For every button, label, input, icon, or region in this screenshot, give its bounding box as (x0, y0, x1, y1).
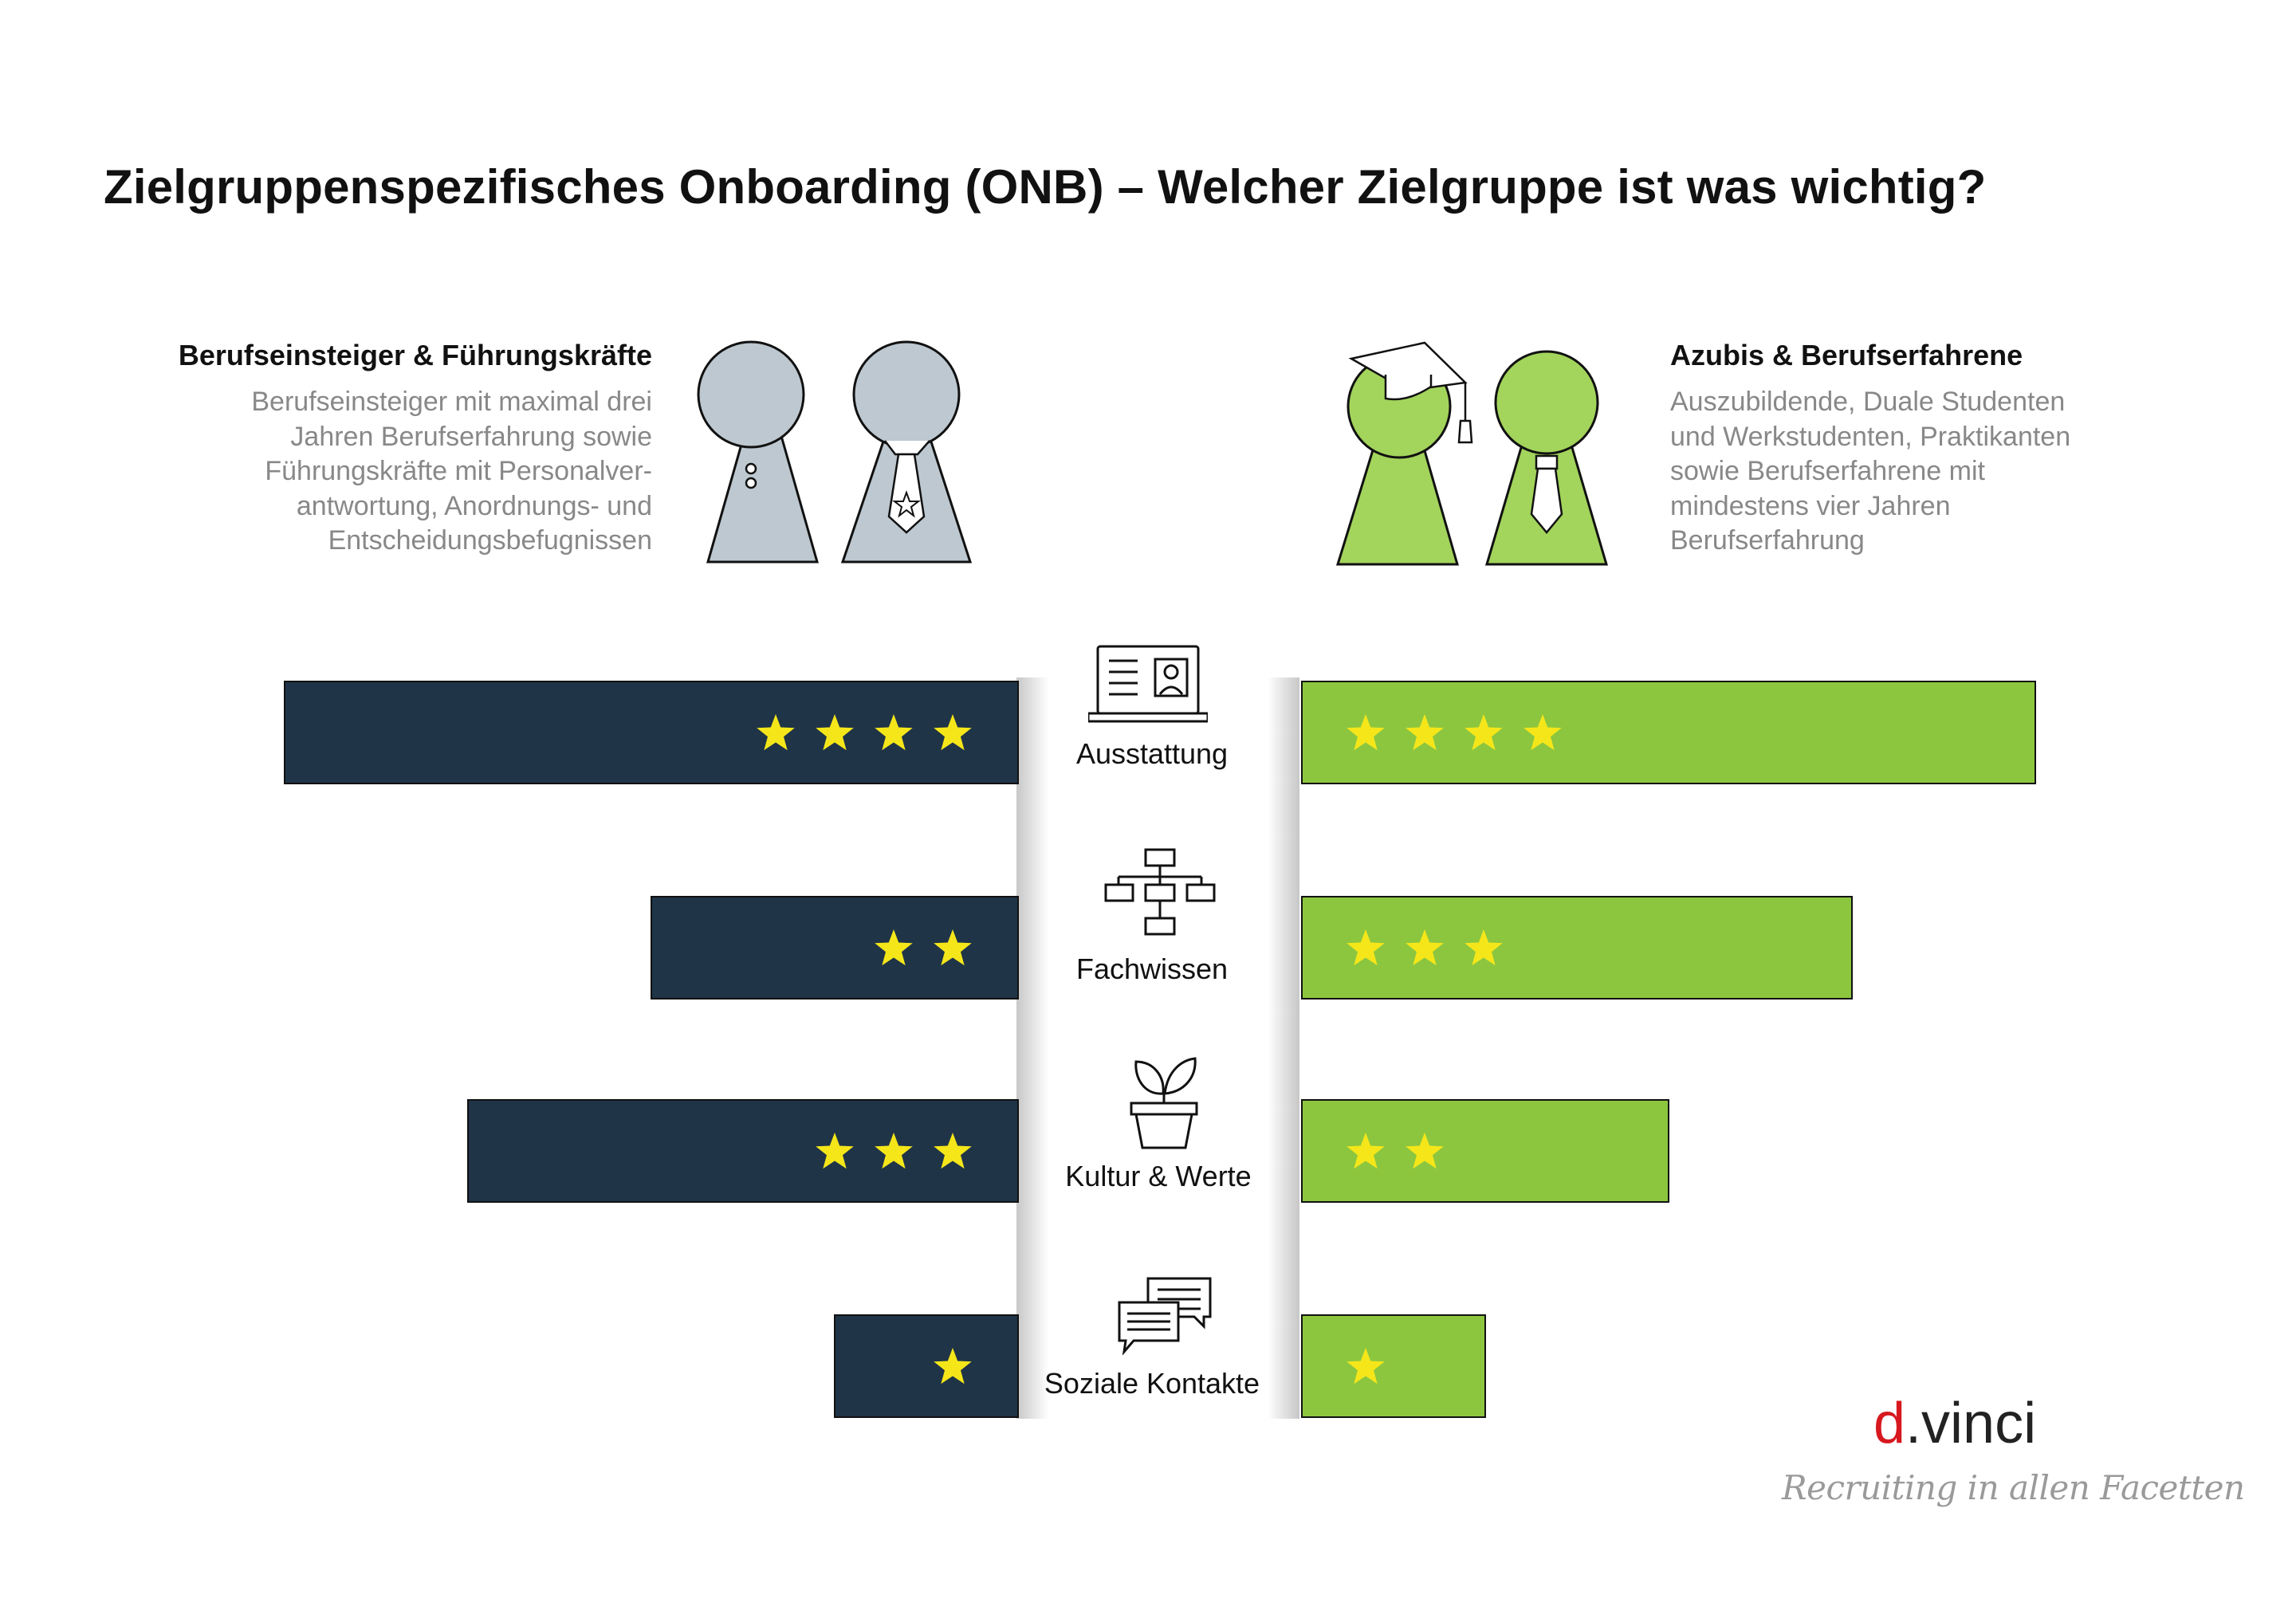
left-group-info: Berufseinsteiger & Führungskräfte Berufs… (80, 339, 652, 559)
left-bar (834, 1314, 1019, 1418)
right-bar (1301, 1314, 1486, 1418)
rating-star (1406, 714, 1444, 751)
logo-d: d (1873, 1392, 1906, 1455)
right-group-description: Auszubildende, Duale Studenten und Werks… (1670, 385, 2196, 559)
rating-star (1406, 1133, 1444, 1169)
rating-star (875, 929, 913, 966)
left-group-heading: Berufseinsteiger & Führungskräfte (178, 339, 652, 371)
left-desc-line: Berufseinsteiger mit maximal drei (251, 387, 652, 417)
rating-star (875, 714, 913, 751)
right-desc-line: Berufserfahrung (1670, 525, 1865, 556)
rating-star (1347, 929, 1385, 966)
rating-star (1406, 929, 1444, 966)
right-desc-line: mindestens vier Jahren (1670, 490, 1951, 521)
right-desc-line: Auszubildende, Duale Studenten (1670, 387, 2066, 417)
rating-star (757, 714, 795, 751)
rating-star (1464, 929, 1503, 966)
plant-icon (1130, 1057, 1198, 1149)
rating-star (1347, 714, 1385, 751)
rating-star (934, 929, 972, 966)
left-desc-line: Führungskräfte mit Personalver- (265, 456, 652, 486)
laptop-icon (1088, 645, 1208, 723)
logo-tagline: Recruiting in allen Facetten (1782, 1468, 2245, 1507)
right-desc-line: sowie Berufserfahrene mit (1670, 456, 1985, 486)
left-desc-line: Entscheidungsbefugnissen (328, 525, 652, 556)
left-desc-line: antwortung, Anordnungs- und (296, 490, 652, 521)
rating-star (1347, 1348, 1385, 1384)
manager-figure-icon (840, 340, 973, 564)
right-group-heading: Azubis & Berufserfahrene (1670, 339, 2023, 371)
page-title: Zielgruppenspezifisches Onboarding (ONB)… (104, 160, 1987, 214)
right-group-info: Azubis & Berufserfahrene Auszubildende, … (1670, 339, 2196, 559)
center-shadow-right (1268, 677, 1299, 1419)
left-bar (284, 681, 1019, 784)
left-desc-line: Jahren Berufserfahrung sowie (290, 421, 652, 452)
right-desc-line: und Werkstudenten, Praktikanten (1670, 421, 2071, 452)
category-label: Soziale Kontakte (1044, 1367, 1260, 1400)
category-label: Ausstattung (1075, 737, 1229, 770)
right-bar (1301, 896, 1853, 1000)
left-bar (467, 1099, 1019, 1203)
professional-figure-icon (1484, 350, 1609, 566)
rating-star (934, 714, 972, 751)
dvinci-logo: d.vinci (1873, 1391, 2036, 1456)
center-shadow-left (1016, 677, 1048, 1419)
logo-vinci: .vinci (1905, 1392, 2037, 1455)
rating-star (816, 714, 854, 751)
graduate-figure-icon (1335, 341, 1473, 566)
person-figure-icon (697, 340, 819, 564)
rating-star (934, 1133, 972, 1169)
rating-star (875, 1133, 913, 1169)
rating-star (816, 1133, 854, 1169)
rating-star (1464, 714, 1503, 751)
rating-star (1347, 1133, 1385, 1169)
category-label: Fachwissen (1075, 952, 1229, 985)
chat-bubbles-icon (1118, 1277, 1212, 1355)
rating-star (934, 1348, 972, 1384)
rating-star (1523, 714, 1562, 751)
org-chart-icon (1104, 848, 1216, 936)
category-label: Kultur & Werte (1065, 1160, 1252, 1192)
left-group-description: Berufseinsteiger mit maximal drei Jahren… (80, 385, 652, 559)
